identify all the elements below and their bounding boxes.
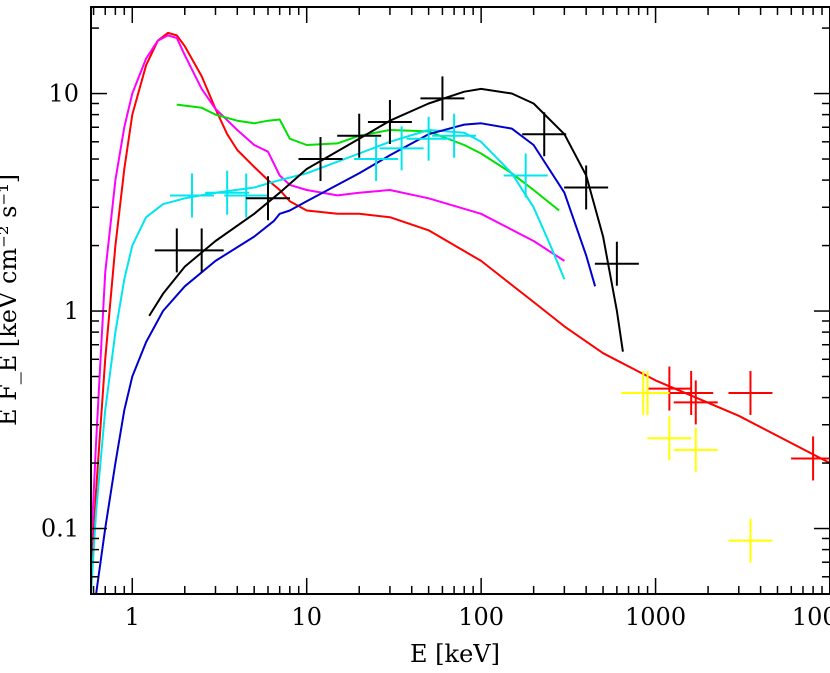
series-1-line [90,34,565,550]
series-4-line [91,122,597,595]
series-5-point-3 [298,137,343,182]
y-tick-label: 10 [48,80,79,108]
series-3-point-5 [406,116,451,161]
series-0-point-2 [673,380,718,425]
series-0-point-4 [791,436,830,481]
series-5-point-9 [594,241,639,286]
x-tick-label: 10000 [792,603,830,631]
series-3-line [90,129,566,595]
x-tick-label: 10 [291,603,322,631]
series-3-point-3 [354,137,399,182]
series-5-point-2 [246,176,291,221]
x-tick-label: 1 [125,603,140,631]
series-0-point-3 [728,370,773,415]
series-6-point-4 [728,518,773,563]
y-tick-label: 1 [64,297,79,325]
series-5-point-6 [420,76,465,121]
series-points [154,76,830,563]
x-tick-label: 1000 [625,603,686,631]
y-tick-label: 0.1 [41,515,79,543]
x-tick-label: 100 [458,603,504,631]
tick-labels: 1 10 100 1000 10000 0.1 1 10 [41,80,830,631]
series-6-point-1 [625,370,670,415]
series-0-line [90,31,830,577]
plot-frame [90,6,830,595]
series-5-point-8 [564,165,609,210]
series-3-point-2 [224,173,269,218]
series-3-point-0 [169,173,214,218]
series-5-point-1 [179,228,224,273]
series-5-point-4 [337,113,382,158]
series-curves [90,31,830,595]
series-3-point-4 [379,126,424,171]
series-3-point-6 [432,113,477,158]
series-3-point-7 [503,153,548,198]
series-3-point-1 [205,170,250,215]
y-axis-label: E F_E [keV cm⁻² s⁻¹] [0,174,22,426]
series-6-point-3 [673,427,718,472]
axis-ticks [91,7,830,595]
series-5-point-5 [367,99,412,144]
series-5-point-7 [522,112,567,157]
series-0-point-1 [669,370,714,415]
x-axis-label: E [keV] [410,640,500,668]
series-6-point-2 [647,416,692,461]
series-0-point-0 [647,366,692,411]
series-2-line [176,103,560,212]
